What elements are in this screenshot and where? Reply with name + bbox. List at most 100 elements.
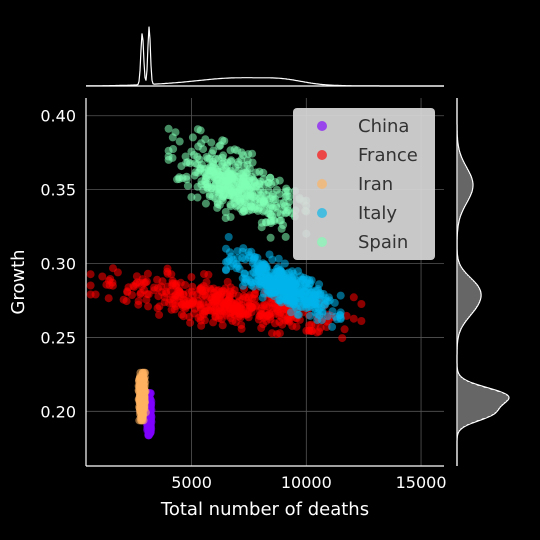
scatter-point-italy (333, 315, 341, 324)
scatter-point-spain (194, 168, 203, 177)
scatter-point-spain (209, 146, 218, 155)
scatter-point-spain (228, 174, 237, 182)
y-tick-label: 0.30 (40, 255, 76, 274)
scatter-point-spain (164, 152, 173, 161)
scatter-point-france (259, 301, 268, 310)
scatter-point-france (122, 297, 131, 306)
scatter-point-italy (272, 282, 281, 290)
scatter-point-spain (248, 183, 257, 192)
scatter-point-france (196, 305, 205, 314)
scatter-point-spain (266, 217, 275, 226)
scatter-point-france (86, 290, 95, 299)
scatter-point-france (144, 302, 153, 311)
scatter-point-italy (300, 300, 309, 309)
scatter-point-iran (137, 388, 146, 397)
scatter-point-france (275, 329, 284, 338)
scatter-point-italy (249, 282, 258, 291)
scatter-point-spain (187, 193, 196, 202)
scatter-point-france (185, 313, 194, 321)
legend-label-spain: Spain (358, 232, 408, 253)
scatter-point-france (222, 311, 231, 320)
right-marginal-histogram (457, 139, 509, 435)
scatter-point-spain (221, 208, 230, 216)
scatter-point-france (216, 290, 225, 299)
scatter-point-italy (280, 279, 289, 288)
scatter-point-spain (281, 187, 290, 196)
scatter-point-france (247, 308, 256, 316)
scatter-point-france (224, 301, 233, 310)
scatter-point-france (143, 269, 152, 278)
scatter-point-spain (266, 233, 275, 242)
scatter-point-italy (233, 247, 242, 256)
scatter-point-france (200, 270, 208, 279)
y-tick-label: 0.20 (40, 402, 76, 421)
scatter-point-spain (175, 137, 184, 146)
scatter-point-france (168, 276, 177, 285)
scatter-point-italy (238, 254, 247, 263)
scatter-point-france (214, 314, 223, 323)
scatter-point-france (228, 308, 237, 317)
scatter-point-spain (201, 199, 210, 208)
top-marginal-kde-curve (86, 26, 444, 87)
scatter-point-france (357, 317, 366, 325)
scatter-point-spain (201, 177, 210, 186)
y-tick-label: 0.40 (40, 107, 76, 126)
scatter-point-france (251, 302, 260, 311)
scatter-point-spain (233, 146, 242, 155)
scatter-point-spain (218, 136, 227, 145)
scatter-point-spain (199, 145, 208, 154)
scatter-point-spain (183, 181, 192, 190)
scatter-point-spain (164, 146, 173, 155)
scatter-point-spain (188, 133, 197, 142)
x-tick-label: 10000 (281, 473, 332, 492)
scatter-point-spain (207, 138, 216, 147)
scatter-point-spain (215, 142, 224, 151)
scatter-point-italy (287, 308, 295, 317)
scatter-point-china (144, 425, 153, 434)
scatter-point-france (193, 297, 202, 305)
scatter-point-iran (135, 395, 144, 403)
scatter-point-iran (138, 368, 147, 377)
scatter-point-france (196, 316, 205, 325)
scatter-point-spain (212, 179, 221, 188)
scatter-point-italy (244, 248, 253, 257)
scatter-point-france (134, 300, 143, 309)
scatter-point-spain (234, 160, 243, 169)
scatter-point-spain (275, 216, 284, 225)
scatter-point-spain (205, 154, 214, 163)
scatter-point-italy (323, 312, 332, 321)
scatter-point-italy (227, 262, 235, 271)
scatter-point-spain (175, 173, 184, 182)
scatter-point-france (109, 264, 117, 273)
scatter-point-france (357, 300, 366, 308)
scatter-point-france (186, 318, 195, 327)
main-plot-area: 5000 10000 15000 0.20 0.25 0.30 0.35 0.40 (40, 98, 447, 492)
right-marginal-kde-curve (456, 98, 510, 466)
scatter-point-italy (285, 293, 294, 302)
scatter-point-france (131, 279, 140, 288)
scatter-point-iran (138, 413, 147, 422)
scatter-point-italy (263, 286, 272, 295)
legend-marker-italy (317, 208, 327, 218)
scatter-point-spain (246, 192, 254, 201)
scatter-point-france (187, 273, 196, 282)
scatter-point-spain (191, 159, 200, 168)
scatter-point-spain (215, 200, 224, 209)
scatter-point-france (155, 302, 164, 311)
scatter-point-spain (201, 135, 210, 144)
x-axis-title: Total number of deaths (160, 499, 369, 520)
scatter-point-spain (203, 184, 212, 192)
scatter-point-france (171, 291, 180, 300)
scatter-point-spain (181, 152, 190, 161)
scatter-point-spain (177, 162, 186, 171)
scatter-point-france (340, 325, 349, 334)
right-marginal-density (456, 98, 510, 466)
scatter-point-france (86, 270, 95, 279)
scatter-point-spain (266, 210, 275, 219)
scatter-point-italy (239, 281, 247, 290)
scatter-point-italy (336, 291, 345, 300)
scatter-point-france (312, 328, 321, 337)
scatter-point-france (158, 277, 167, 286)
scatter-point-spain (284, 206, 293, 215)
scatter-point-italy (313, 310, 322, 319)
